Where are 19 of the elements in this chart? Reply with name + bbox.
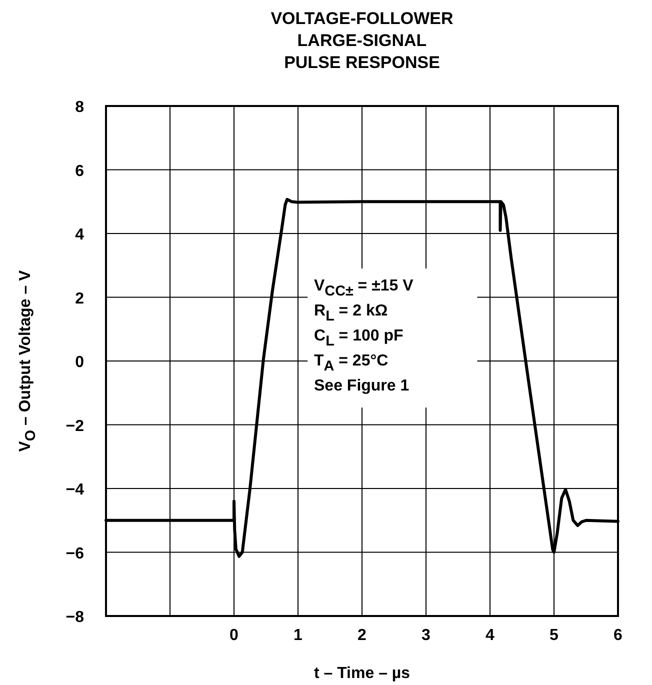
x-axis-title: t – Time – µs <box>314 665 410 682</box>
x-tick-label: 4 <box>486 627 495 644</box>
x-tick-label: 0 <box>230 627 239 644</box>
y-tick-label: −2 <box>66 418 84 435</box>
y-tick-label: −8 <box>66 609 84 626</box>
y-tick-label: −6 <box>66 545 84 562</box>
y-tick-label: 6 <box>75 162 84 180</box>
y-tick-label: 0 <box>75 354 84 371</box>
x-tick-label: 2 <box>358 627 367 644</box>
y-tick-label: 4 <box>75 226 84 244</box>
x-tick-label: 1 <box>294 627 303 644</box>
x-tick-label: 6 <box>614 627 623 644</box>
chart-title: VOLTAGE-FOLLOWER LARGE-SIGNAL PULSE RESPONSE <box>270 9 454 72</box>
text: V$_{CC±}$ = ±15 V R$_{L}$ = 2 kΩ C$_{L}$ = 100 pF T$_{A}$ = 25°C See Figure 1 <box>314 278 414 395</box>
x-tick-label: 3 <box>422 627 431 644</box>
y-tick-label: −4 <box>66 482 84 498</box>
y-tick-label: 8 <box>75 99 84 116</box>
x-tick-label: 5 <box>550 627 559 644</box>
y-tick-label: 2 <box>75 290 84 308</box>
